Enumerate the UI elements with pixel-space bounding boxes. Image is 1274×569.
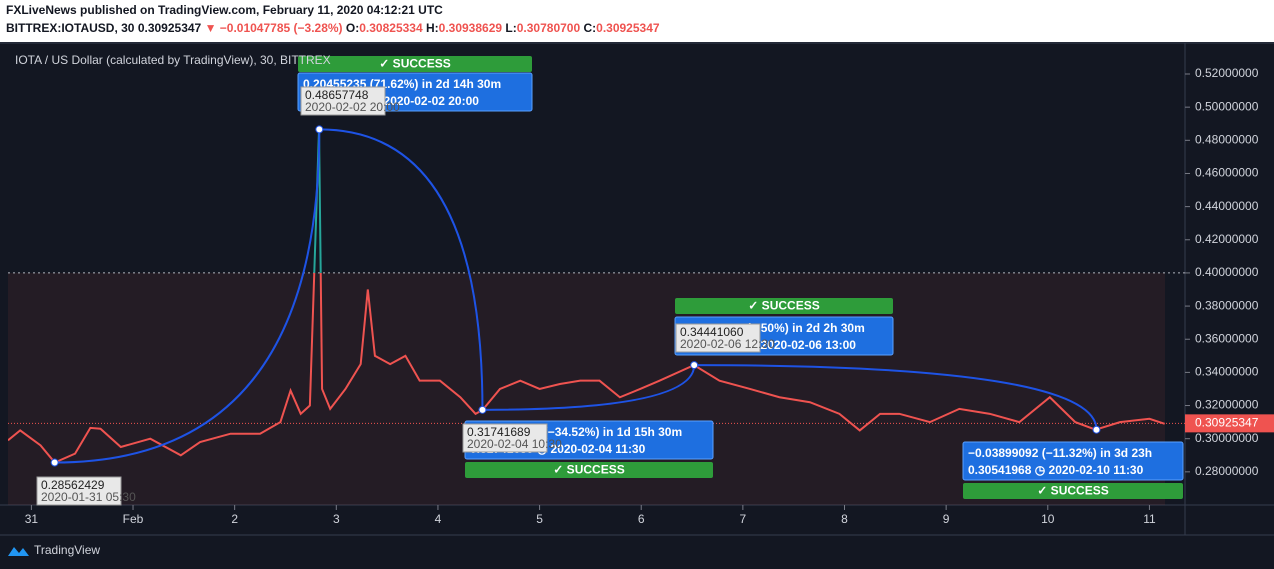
- swing-point: [478, 405, 487, 414]
- y-tick-label: 0.50000000: [1195, 99, 1259, 113]
- x-tick-label: 2: [231, 512, 238, 526]
- brand: TradingView: [34, 543, 100, 557]
- x-tick-label: 11: [1143, 512, 1156, 526]
- last-price-tag: [1185, 414, 1274, 433]
- price-tag-date: 2020-02-02 20:00: [305, 100, 400, 114]
- h-val: 0.30938629: [439, 21, 503, 35]
- price-tag-date: 2020-01-31 05:30: [41, 490, 136, 504]
- price-line: [8, 272, 1165, 464]
- x-tick-label: 3: [333, 512, 340, 526]
- o-val: 0.30825334: [359, 21, 423, 35]
- x-tick-label: 9: [943, 512, 950, 526]
- x-tick-label: Feb: [123, 512, 144, 526]
- status: ✓ SUCCESS: [748, 299, 819, 313]
- x-tick-label: 6: [638, 512, 645, 526]
- y-tick-label: 0.34000000: [1195, 365, 1259, 379]
- o-key: O:: [346, 21, 359, 35]
- publisher: FXLiveNews published on TradingView.com,…: [6, 3, 443, 17]
- x-tick-label: 8: [841, 512, 848, 526]
- price-tag: [300, 86, 386, 116]
- y-tick-label: 0.40000000: [1195, 265, 1259, 279]
- plot: 0.28000000 0.30000000 0.32000000 0.34000000…: [8, 56, 1274, 526]
- swing-point: [690, 361, 699, 370]
- price-tag-value: 0.34441060: [680, 325, 744, 339]
- delta: −0.03899092 (−11.32%) in 3d 23h: [968, 446, 1152, 460]
- l-val: 0.30780700: [517, 21, 581, 35]
- last: 0.30925347: [138, 21, 202, 35]
- x-tick-label: 7: [740, 512, 747, 526]
- price-tag-value: 0.48657748: [305, 88, 369, 102]
- status-box: [465, 462, 713, 478]
- y-tick-label: 0.52000000: [1195, 66, 1259, 80]
- x-tick-label: 5: [536, 512, 543, 526]
- x-tick-label: 10: [1041, 512, 1055, 526]
- last-price-label: 0.30925347: [1195, 416, 1259, 430]
- price-tag-date: 2020-02-04 10:30: [467, 437, 562, 451]
- status: ✓ SUCCESS: [379, 57, 450, 71]
- status: ✓ SUCCESS: [1037, 484, 1108, 498]
- c-val: 0.30925347: [596, 21, 660, 35]
- swing-curve: [54, 129, 321, 464]
- header-bg: [0, 0, 1274, 42]
- swing-point: [315, 125, 324, 134]
- y-tick-label: 0.48000000: [1195, 132, 1259, 146]
- y-tick-label: 0.32000000: [1195, 398, 1259, 412]
- swing-curve: [482, 365, 696, 411]
- swing-point: [50, 458, 59, 467]
- y-tick-label: 0.46000000: [1195, 166, 1259, 180]
- y-tick-label: 0.38000000: [1195, 298, 1259, 312]
- y-tick-label: 0.30000000: [1195, 431, 1259, 445]
- price-tag-value: 0.28562429: [41, 478, 105, 492]
- symbol: BITTREX:IOTAUSD, 30: [6, 21, 135, 35]
- c-key: C:: [583, 21, 596, 35]
- swing-point: [1092, 425, 1101, 434]
- chart-title: IOTA / US Dollar (calculated by TradingV…: [15, 53, 331, 67]
- price-tag: [36, 476, 122, 506]
- change: ▼ −0.01047785 (−3.28%): [205, 21, 343, 35]
- status-box: [675, 298, 893, 314]
- price-tag: [675, 323, 761, 353]
- price-tag-date: 2020-02-06 12:30: [680, 337, 775, 351]
- ohlc-line: BITTREX:IOTAUSD, 30 0.30925347 ▼ −0.0104…: [6, 21, 660, 35]
- swing-curve: [319, 128, 484, 410]
- status-box: [298, 56, 532, 72]
- end: 0.30541968 ◷ 2020-02-10 11:30: [968, 463, 1144, 477]
- y-tick-label: 0.44000000: [1195, 199, 1259, 213]
- swing-curve: [694, 364, 1098, 430]
- logo: TradingView: [8, 543, 100, 557]
- status: ✓ SUCCESS: [553, 463, 624, 477]
- x-tick-label: 4: [435, 512, 442, 526]
- info-box: [962, 441, 1184, 481]
- x-tick-label: 31: [25, 512, 39, 526]
- y-tick-label: 0.36000000: [1195, 331, 1259, 345]
- l-key: L:: [505, 21, 516, 35]
- y-tick-label: 0.28000000: [1195, 464, 1259, 478]
- h-key: H:: [426, 21, 439, 35]
- y-tick-label: 0.42000000: [1195, 232, 1259, 246]
- price-tag: [462, 423, 548, 453]
- status-box: [963, 483, 1183, 499]
- price-tag-value: 0.31741689: [467, 425, 531, 439]
- logo-icon: [8, 547, 29, 556]
